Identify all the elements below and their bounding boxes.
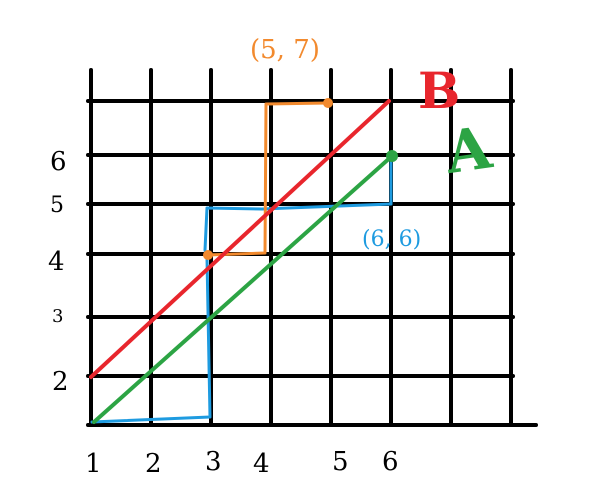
y-tick-label: 3	[52, 306, 63, 327]
grid-vertical-lines	[89, 68, 513, 427]
x-tick-label: 2	[145, 449, 162, 479]
orange-dot-start	[203, 250, 213, 260]
green-line-a	[92, 154, 394, 424]
label-b: B	[418, 61, 460, 120]
green-dot	[386, 150, 398, 162]
x-tick-labels: 1 2 3 4 5 6	[85, 447, 399, 479]
orange-point-label: (5, 7)	[250, 35, 320, 65]
y-tick-label: 2	[52, 367, 69, 397]
x-tick-label: 6	[382, 447, 399, 477]
x-tick-label: 3	[205, 447, 222, 477]
orange-path	[205, 101, 330, 257]
blue-path	[90, 158, 393, 424]
x-tick-label: 4	[253, 449, 270, 479]
red-line-b	[89, 99, 391, 379]
y-tick-labels: 2 3 4 5 6	[48, 147, 69, 397]
label-a: A	[441, 113, 497, 187]
blue-point-label: (6, 6)	[362, 227, 421, 252]
y-tick-label: 5	[50, 193, 64, 218]
x-tick-label: 5	[332, 447, 349, 477]
y-tick-label: 4	[48, 247, 65, 277]
orange-dot-end	[323, 98, 333, 108]
y-tick-label: 6	[50, 147, 67, 177]
grid-horizontal-lines	[86, 99, 538, 427]
x-tick-label: 1	[85, 449, 102, 479]
